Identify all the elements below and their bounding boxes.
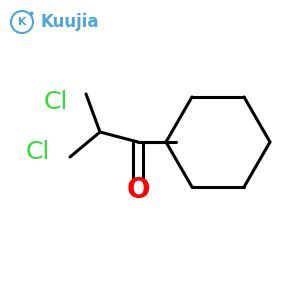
- Text: Cl: Cl: [26, 140, 50, 164]
- Text: Kuujia: Kuujia: [40, 13, 98, 31]
- Text: O: O: [126, 176, 150, 204]
- Text: K: K: [18, 17, 26, 27]
- Text: Cl: Cl: [44, 90, 68, 114]
